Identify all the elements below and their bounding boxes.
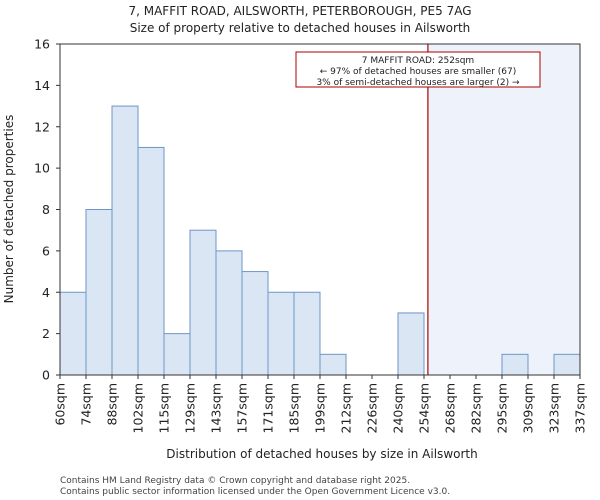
bar: [137, 146, 165, 376]
x-tick-label: 337sqm: [573, 383, 588, 433]
y-tick-label: 12: [34, 119, 50, 134]
bar: [553, 353, 581, 376]
x-tick-label: 309sqm: [521, 383, 536, 433]
y-axis-label: Number of detached properties: [2, 115, 16, 304]
x-tick-label: 226sqm: [365, 383, 380, 433]
y-tick-label: 6: [42, 243, 50, 258]
chart-title: 7, MAFFIT ROAD, AILSWORTH, PETERBOROUGH,…: [128, 4, 471, 18]
bar: [59, 291, 87, 376]
annotation-box: [295, 51, 541, 88]
y-tick-label: 10: [34, 161, 50, 176]
x-tick-label: 157sqm: [235, 383, 250, 433]
y-tick-label: 14: [34, 78, 50, 93]
footer-line-2: Contains public sector information licen…: [60, 487, 450, 497]
x-tick-label: 185sqm: [287, 383, 302, 433]
x-tick-label: 323sqm: [547, 383, 562, 433]
x-tick-label: 74sqm: [79, 383, 94, 426]
y-tick-label: 16: [34, 37, 50, 52]
y-tick-label: 0: [42, 368, 50, 383]
x-tick-label: 282sqm: [469, 383, 484, 433]
plot-area: 7 MAFFIT ROAD: 252sqm← 97% of detached h…: [34, 37, 587, 434]
bar: [397, 312, 425, 376]
x-tick-label: 115sqm: [157, 383, 172, 433]
x-tick-label: 143sqm: [209, 383, 224, 433]
highlight-region: [427, 44, 580, 375]
bar: [319, 353, 347, 376]
x-tick-label: 295sqm: [495, 383, 510, 433]
bar: [215, 250, 243, 376]
x-tick-label: 60sqm: [53, 383, 68, 426]
x-tick-label: 88sqm: [105, 383, 120, 426]
bar: [267, 291, 295, 376]
x-tick-label: 199sqm: [313, 383, 328, 433]
annotation-line-3: 3% of semi-detached houses are larger (2…: [316, 78, 520, 88]
annotation-line-2: ← 97% of detached houses are smaller (67…: [320, 67, 517, 77]
y-tick-label: 8: [42, 202, 50, 217]
bar: [293, 291, 321, 376]
chart-subtitle: Size of property relative to detached ho…: [130, 21, 471, 35]
x-tick-label: 268sqm: [443, 383, 458, 433]
bar: [163, 333, 191, 376]
x-tick-label: 240sqm: [391, 383, 406, 433]
x-axis-label: Distribution of detached houses by size …: [166, 447, 477, 461]
annotation-line-1: 7 MAFFIT ROAD: 252sqm: [362, 56, 474, 66]
bar: [501, 353, 529, 376]
x-tick-label: 212sqm: [339, 383, 354, 433]
footer-line-1: Contains HM Land Registry data © Crown c…: [60, 476, 410, 486]
x-tick-label: 129sqm: [183, 383, 198, 433]
bar: [189, 229, 217, 376]
bar: [241, 271, 269, 376]
x-tick-label: 102sqm: [131, 383, 146, 433]
y-tick-label: 2: [42, 326, 50, 341]
x-tick-label: 171sqm: [261, 383, 276, 433]
bar: [85, 209, 113, 376]
y-tick-label: 4: [42, 285, 50, 300]
bar: [111, 105, 139, 376]
x-tick-label: 254sqm: [417, 383, 432, 433]
